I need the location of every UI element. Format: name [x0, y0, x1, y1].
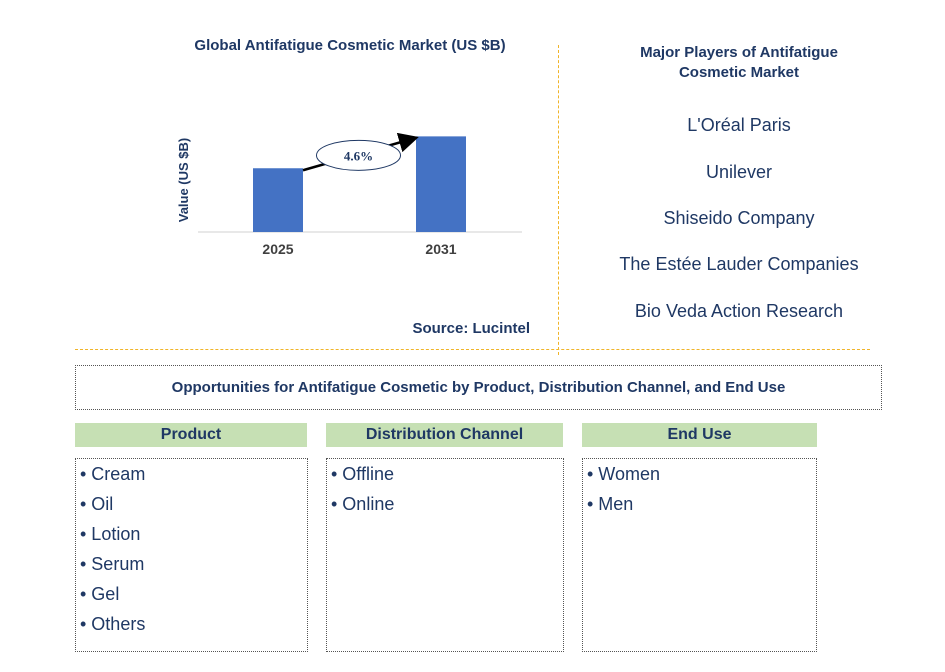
segment-header-product: Product [75, 423, 307, 447]
list-item: • Oil [80, 494, 114, 514]
bar-chart: Value (US $B) 2025 2031 4.6% [176, 132, 522, 257]
horizontal-divider [75, 349, 870, 350]
vertical-divider [558, 45, 559, 355]
y-axis-label: Value (US $B) [176, 138, 191, 223]
list-item: • Men [587, 494, 634, 514]
list-item: • Lotion [80, 524, 141, 544]
segment-list-distribution-channel: • Offline • Online [326, 458, 564, 652]
growth-rate-label: 4.6% [344, 148, 373, 163]
opportunities-title-box: Opportunities for Antifatigue Cosmetic b… [75, 365, 882, 410]
growth-label-ellipse [316, 139, 401, 171]
list-item: • Offline [331, 464, 394, 484]
players-title-line2: Cosmetic Market [678, 64, 800, 81]
segment-header-end-use: End Use [582, 423, 817, 447]
x-tick-label: 2025 [262, 241, 293, 257]
list-item: • Others [80, 614, 146, 634]
player-item: L'Oréal Paris [687, 115, 791, 135]
opportunities-title: Opportunities for Antifatigue Cosmetic b… [171, 379, 786, 396]
players-title: Major Players of Antifatigue Cosmetic Ma… [600, 43, 878, 83]
list-item: • Online [331, 494, 395, 514]
segment-header-label: End Use [667, 426, 732, 443]
list-item: • Gel [80, 584, 120, 604]
player-item: The Estée Lauder Companies [619, 254, 859, 274]
chart-title: Global Antifatigue Cosmetic Market (US $… [194, 37, 506, 54]
x-tick-label: 2031 [425, 241, 456, 257]
bar-2025 [253, 168, 303, 232]
list-item: • Serum [80, 554, 145, 574]
list-item: • Cream [80, 464, 146, 484]
segment-header-distribution-channel: Distribution Channel [326, 423, 563, 447]
segment-list-end-use: • Women • Men [582, 458, 817, 652]
list-item: • Women [587, 464, 660, 484]
player-item: Unilever [705, 162, 773, 182]
segment-list-product: • Cream • Oil • Lotion • Serum • Gel • O… [75, 458, 308, 652]
segment-header-label: Distribution Channel [365, 426, 524, 443]
bar-2031 [416, 136, 466, 232]
segment-header-label: Product [160, 426, 222, 443]
players-title-line1: Major Players of Antifatigue [640, 44, 838, 61]
player-item: Bio Veda Action Research [634, 301, 844, 321]
player-item: Shiseido Company [663, 208, 815, 228]
source-label: Source: Lucintel [412, 320, 530, 337]
